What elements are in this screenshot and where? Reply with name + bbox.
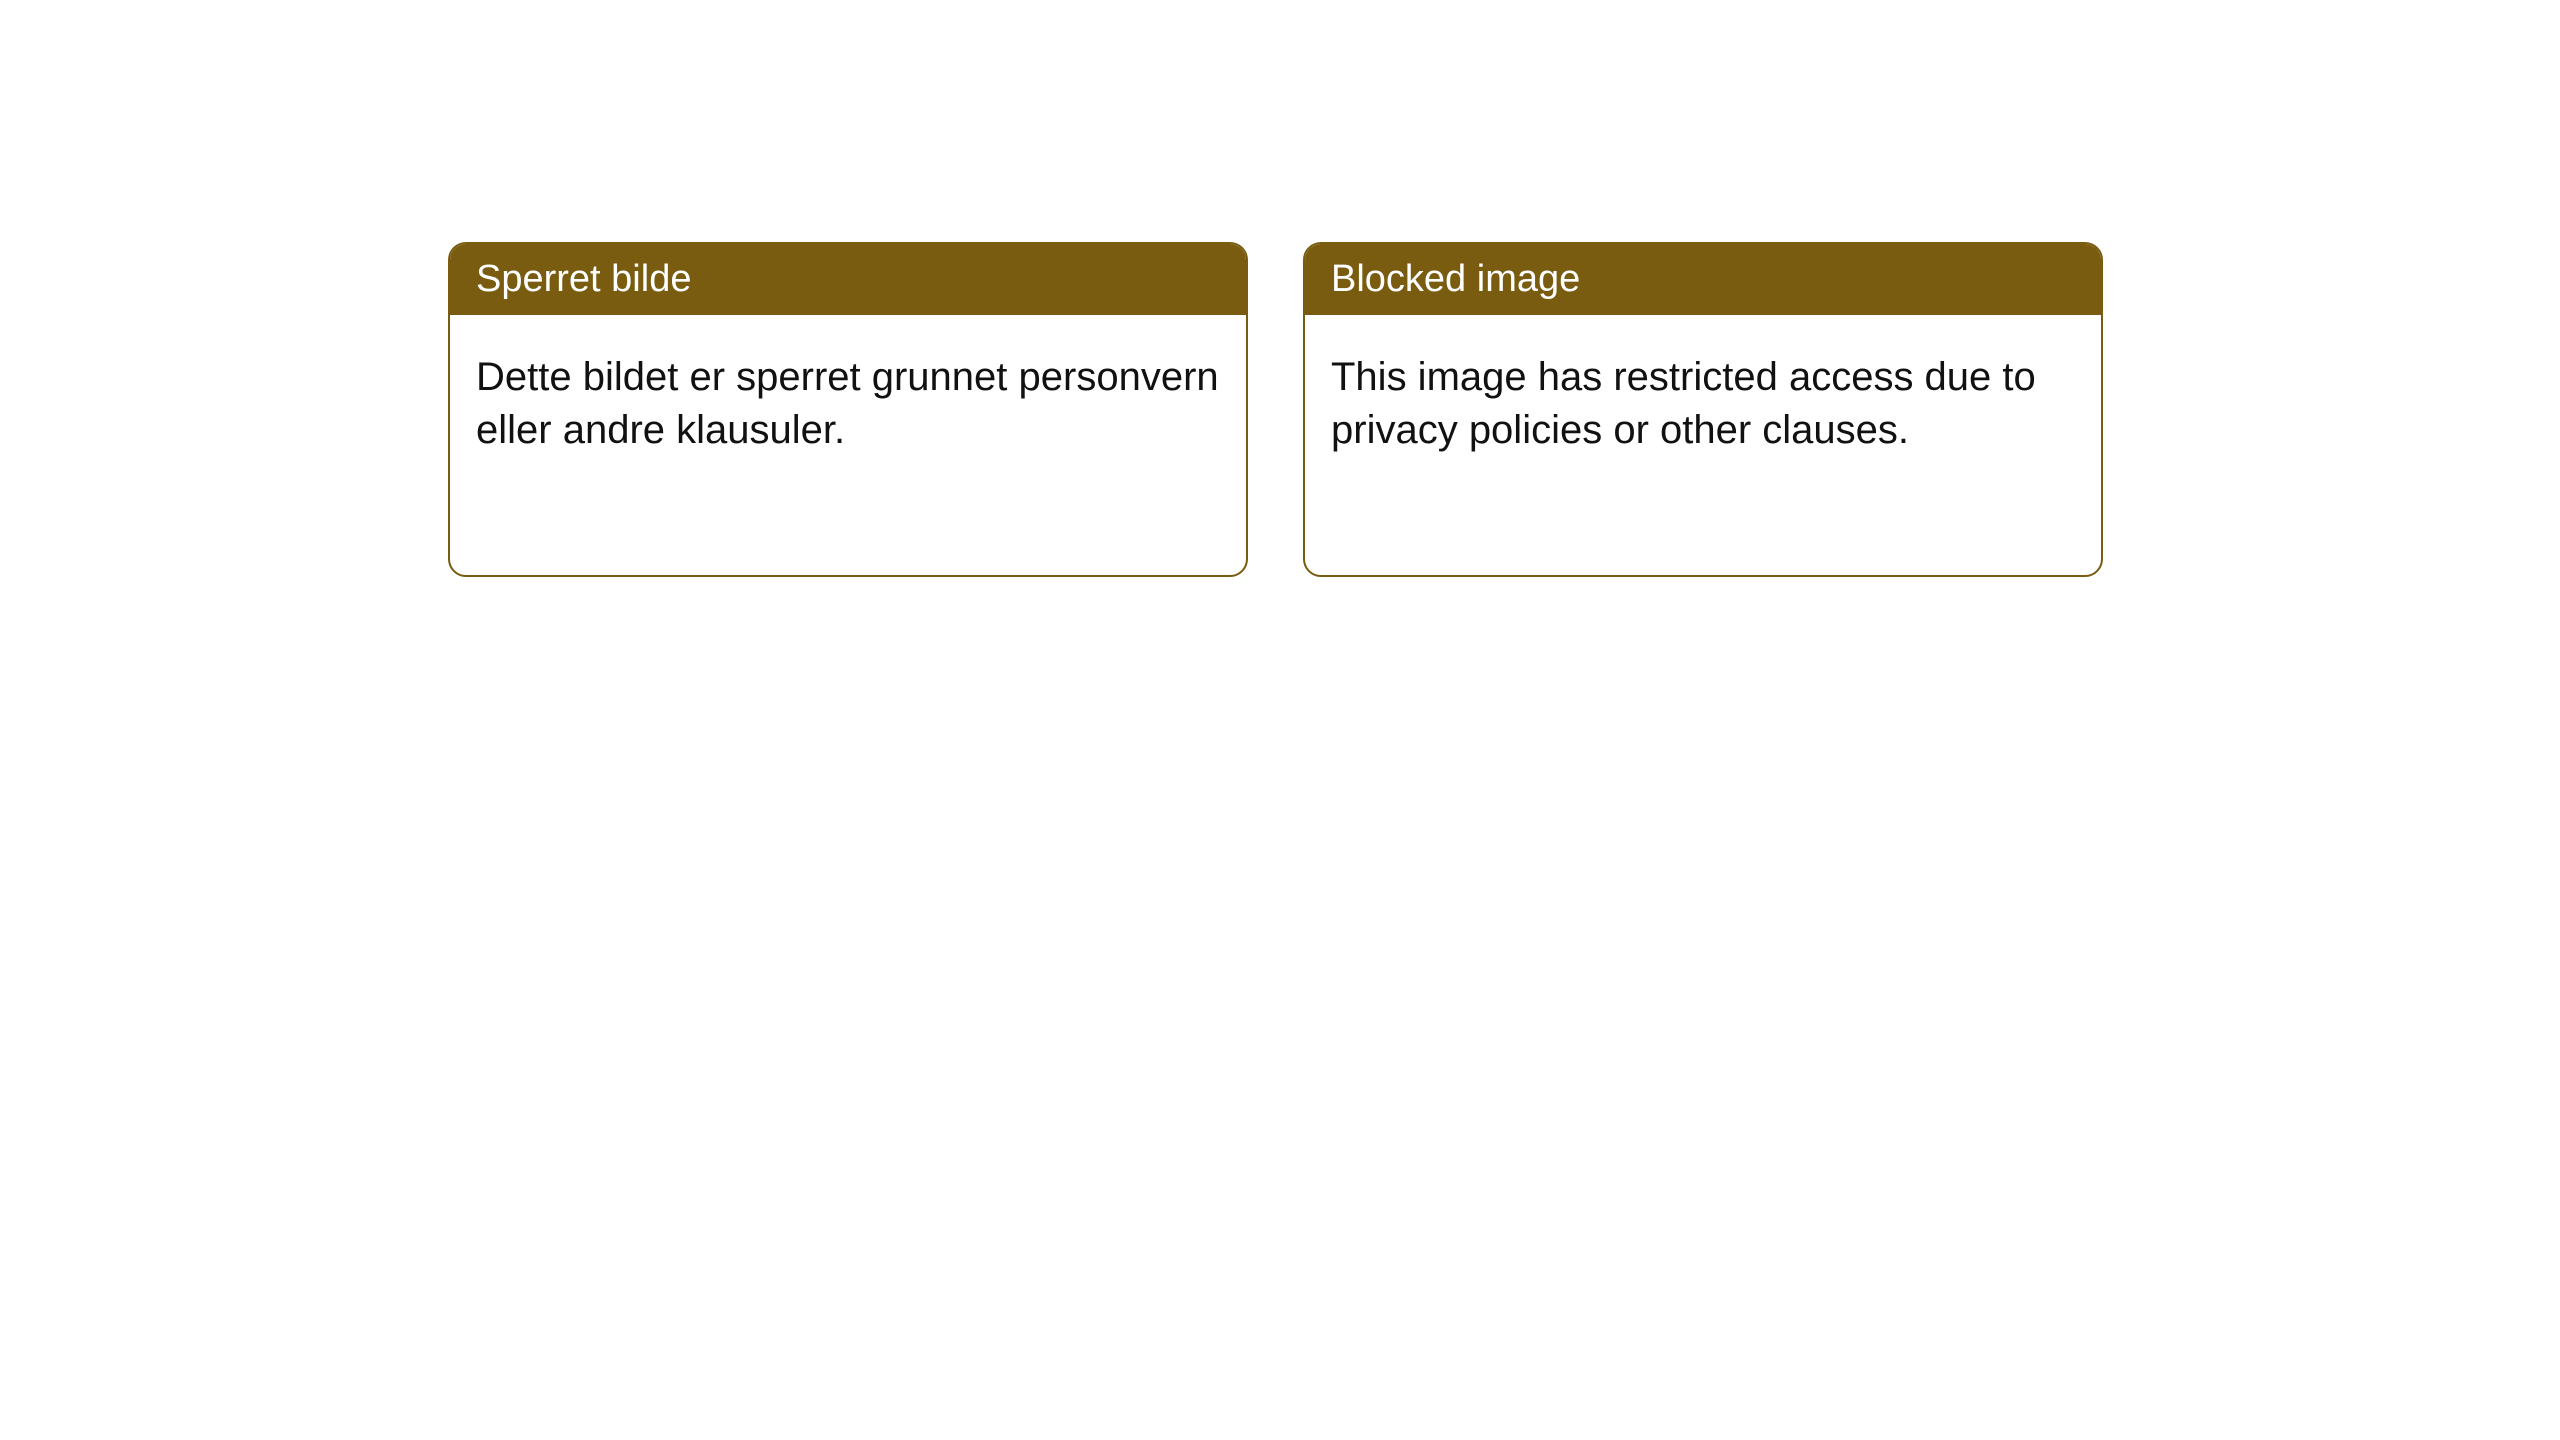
card-body: This image has restricted access due to … <box>1305 315 2101 493</box>
card-header: Blocked image <box>1305 244 2101 315</box>
card-message: This image has restricted access due to … <box>1331 355 2036 452</box>
card-title: Blocked image <box>1331 258 1580 300</box>
cards-container: Sperret bilde Dette bildet er sperret gr… <box>0 0 2560 577</box>
card-header: Sperret bilde <box>450 244 1246 315</box>
card-blocked-no: Sperret bilde Dette bildet er sperret gr… <box>448 242 1248 577</box>
card-title: Sperret bilde <box>476 258 691 300</box>
card-body: Dette bildet er sperret grunnet personve… <box>450 315 1246 493</box>
card-blocked-en: Blocked image This image has restricted … <box>1303 242 2103 577</box>
card-message: Dette bildet er sperret grunnet personve… <box>476 355 1219 452</box>
